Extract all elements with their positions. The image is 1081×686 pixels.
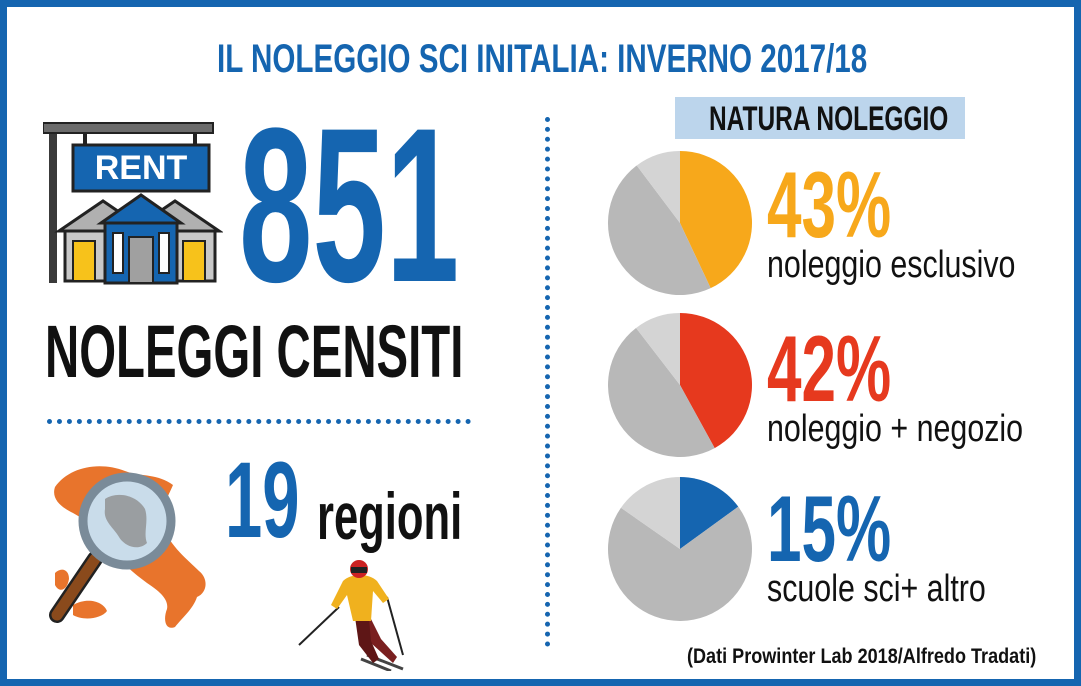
pie2-slice-highlight <box>680 313 752 449</box>
source-credit: (Dati Prowinter Lab 2018/Alfredo Tradati… <box>687 645 1037 668</box>
horizontal-dotted-divider <box>47 419 471 424</box>
pie1-slice-highlight <box>680 151 753 289</box>
pie-chart-2 <box>608 313 752 457</box>
pie1-slice-rest-b <box>636 151 680 223</box>
pie2-percent-label: 42% <box>767 316 892 421</box>
pie2-category-label: noleggio + negozio <box>767 408 1024 450</box>
pie1-category-label: noleggio esclusivo <box>767 244 1016 286</box>
pie2-slice-rest-b <box>636 313 680 385</box>
regions-number: 19 <box>225 439 300 560</box>
vertical-dotted-divider <box>545 117 550 647</box>
pie3-category-label: scuole sci+ altro <box>767 568 986 610</box>
regions-count-block: 19 regioni <box>225 439 462 560</box>
regions-label: regioni <box>317 479 463 553</box>
total-rentals-number: 851 <box>239 82 460 328</box>
pie-chart-3 <box>607 477 752 621</box>
pie3-percent-label: 15% <box>767 476 892 581</box>
section-header-text: NATURA NOLEGGIO <box>709 100 949 138</box>
total-rentals-caption: NOLEGGI CENSITI <box>45 310 464 393</box>
pie3-slice-highlight <box>680 477 739 549</box>
pie3-slice-rest-b <box>620 477 680 549</box>
page-title: IL NOLEGGIO SCI INITALIA: INVERNO 2017/1… <box>217 37 868 81</box>
pie1-percent-label: 43% <box>767 152 892 257</box>
pie1-slice-rest-a <box>607 165 711 296</box>
section-header: NATURA NOLEGGIO <box>675 97 965 139</box>
pie3-slice-rest-a <box>607 506 752 621</box>
rent-shop-icon: RENT <box>43 122 223 285</box>
pie2-slice-rest-a <box>608 327 715 457</box>
rent-sign-text: RENT <box>95 149 188 187</box>
pie-chart-1 <box>607 151 753 296</box>
skier-icon <box>298 560 404 671</box>
italy-map-magnifier-icon <box>49 466 206 628</box>
